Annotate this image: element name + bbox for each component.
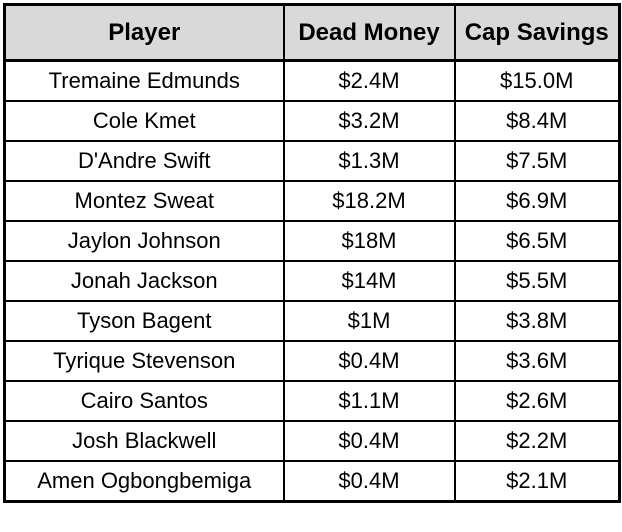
- table-row: Tyson Bagent $1M $3.8M: [3, 300, 621, 342]
- table-header: Player Dead Money Cap Savings: [3, 3, 621, 62]
- player-name-cell: D'Andre Swift: [3, 140, 285, 182]
- dead-money-cell: $0.4M: [282, 420, 456, 462]
- cap-savings-cell: $7.5M: [453, 140, 621, 182]
- dead-money-cell: $3.2M: [282, 100, 456, 142]
- table-row: D'Andre Swift $1.3M $7.5M: [3, 140, 621, 182]
- cap-savings-cell: $2.1M: [453, 460, 621, 503]
- table-row: Cairo Santos $1.1M $2.6M: [3, 380, 621, 422]
- cap-savings-table: Player Dead Money Cap Savings Tremaine E…: [3, 3, 621, 503]
- player-name-cell: Montez Sweat: [3, 180, 285, 222]
- player-name-cell: Amen Ogbongbemiga: [3, 460, 285, 503]
- table-container: Player Dead Money Cap Savings Tremaine E…: [3, 3, 621, 503]
- table-row: Josh Blackwell $0.4M $2.2M: [3, 420, 621, 462]
- column-header-dead-money: Dead Money: [282, 3, 456, 62]
- table-row: Tyrique Stevenson $0.4M $3.6M: [3, 340, 621, 382]
- player-name-cell: Jonah Jackson: [3, 260, 285, 302]
- table-row: Cole Kmet $3.2M $8.4M: [3, 100, 621, 142]
- dead-money-cell: $18.2M: [282, 180, 456, 222]
- table-body: Tremaine Edmunds $2.4M $15.0M Cole Kmet $3.2…: [3, 59, 621, 503]
- column-header-cap-savings: Cap Savings: [453, 3, 621, 62]
- cap-savings-cell: $6.5M: [453, 220, 621, 262]
- player-name-cell: Josh Blackwell: [3, 420, 285, 462]
- player-name-cell: Jaylon Johnson: [3, 220, 285, 262]
- player-name-cell: Tyson Bagent: [3, 300, 285, 342]
- table-row: Tremaine Edmunds $2.4M $15.0M: [3, 59, 621, 102]
- dead-money-cell: $14M: [282, 260, 456, 302]
- cap-savings-cell: $5.5M: [453, 260, 621, 302]
- cap-savings-cell: $6.9M: [453, 180, 621, 222]
- dead-money-cell: $1M: [282, 300, 456, 342]
- player-name-cell: Cole Kmet: [3, 100, 285, 142]
- dead-money-cell: $0.4M: [282, 340, 456, 382]
- cap-savings-cell: $2.2M: [453, 420, 621, 462]
- table-row: Jaylon Johnson $18M $6.5M: [3, 220, 621, 262]
- player-name-cell: Tyrique Stevenson: [3, 340, 285, 382]
- player-name-cell: Tremaine Edmunds: [3, 59, 285, 102]
- dead-money-cell: $2.4M: [282, 59, 456, 102]
- table-row: Amen Ogbongbemiga $0.4M $2.1M: [3, 460, 621, 503]
- cap-savings-cell: $3.6M: [453, 340, 621, 382]
- cap-savings-cell: $8.4M: [453, 100, 621, 142]
- table-row: Montez Sweat $18.2M $6.9M: [3, 180, 621, 222]
- player-name-cell: Cairo Santos: [3, 380, 285, 422]
- column-header-player: Player: [3, 3, 285, 62]
- dead-money-cell: $18M: [282, 220, 456, 262]
- header-row: Player Dead Money Cap Savings: [3, 3, 621, 62]
- table-row: Jonah Jackson $14M $5.5M: [3, 260, 621, 302]
- dead-money-cell: $0.4M: [282, 460, 456, 503]
- dead-money-cell: $1.1M: [282, 380, 456, 422]
- cap-savings-cell: $3.8M: [453, 300, 621, 342]
- cap-savings-cell: $15.0M: [453, 59, 621, 102]
- cap-savings-cell: $2.6M: [453, 380, 621, 422]
- dead-money-cell: $1.3M: [282, 140, 456, 182]
